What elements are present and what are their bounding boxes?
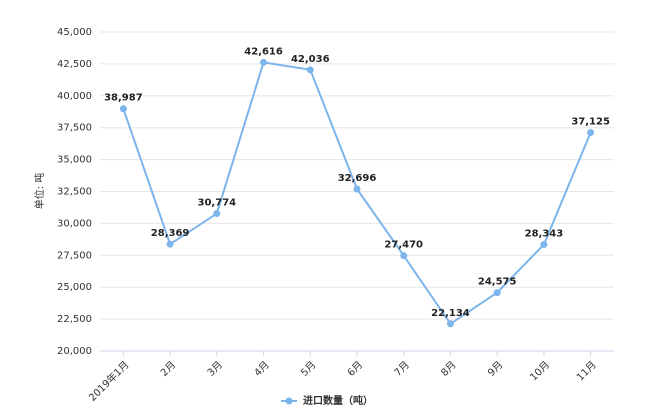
x-tick-label: 4月	[252, 359, 272, 379]
x-tick-label: 5月	[298, 359, 318, 379]
y-tick-label: 20,000	[57, 346, 92, 357]
point	[213, 210, 221, 218]
value-label: 24,575	[478, 277, 517, 288]
point	[306, 66, 314, 74]
y-tick-label: 27,500	[57, 250, 92, 261]
x-tick-label: 6月	[345, 359, 365, 379]
point	[119, 105, 127, 113]
value-label: 27,470	[384, 240, 423, 251]
value-label: 28,369	[151, 228, 190, 239]
x-tick-label: 11月	[574, 359, 599, 384]
y-tick-label: 35,000	[57, 155, 92, 166]
value-label: 32,696	[338, 173, 377, 184]
y-tick-label: 37,500	[57, 123, 92, 134]
y-axis-label: 单位: 吨	[33, 173, 46, 210]
legend-label: 进口数量（吨）	[303, 394, 373, 407]
y-tick-label: 42,500	[57, 59, 92, 70]
point	[353, 185, 361, 193]
y-tick-label: 45,000	[57, 27, 92, 38]
y-tick-label: 25,000	[57, 282, 92, 293]
x-tick-label: 2019年1月	[86, 358, 132, 404]
point	[446, 320, 454, 328]
point	[400, 252, 408, 260]
x-tick-label: 7月	[392, 359, 412, 379]
x-tick-label: 9月	[485, 359, 505, 379]
x-tick-label: 3月	[205, 359, 225, 379]
x-tick-label: 8月	[439, 359, 459, 379]
value-label: 38,987	[104, 93, 143, 104]
value-label: 42,616	[244, 46, 283, 57]
value-label: 30,774	[198, 198, 237, 209]
point	[493, 289, 501, 297]
point	[540, 241, 548, 249]
point	[166, 240, 174, 248]
value-label: 37,125	[571, 116, 610, 127]
y-tick-label: 30,000	[57, 218, 92, 229]
value-label: 28,343	[525, 229, 564, 240]
legend-marker	[285, 397, 293, 405]
line	[122, 61, 592, 326]
y-tick-label: 22,500	[57, 314, 92, 325]
point	[587, 128, 595, 136]
y-tick-label: 40,000	[57, 91, 92, 102]
value-label: 42,036	[291, 54, 330, 65]
x-tick-label: 10月	[528, 359, 553, 384]
y-tick-label: 32,500	[57, 187, 92, 198]
value-label: 22,134	[431, 308, 470, 319]
point	[260, 58, 268, 66]
x-tick-label: 2月	[158, 359, 178, 379]
